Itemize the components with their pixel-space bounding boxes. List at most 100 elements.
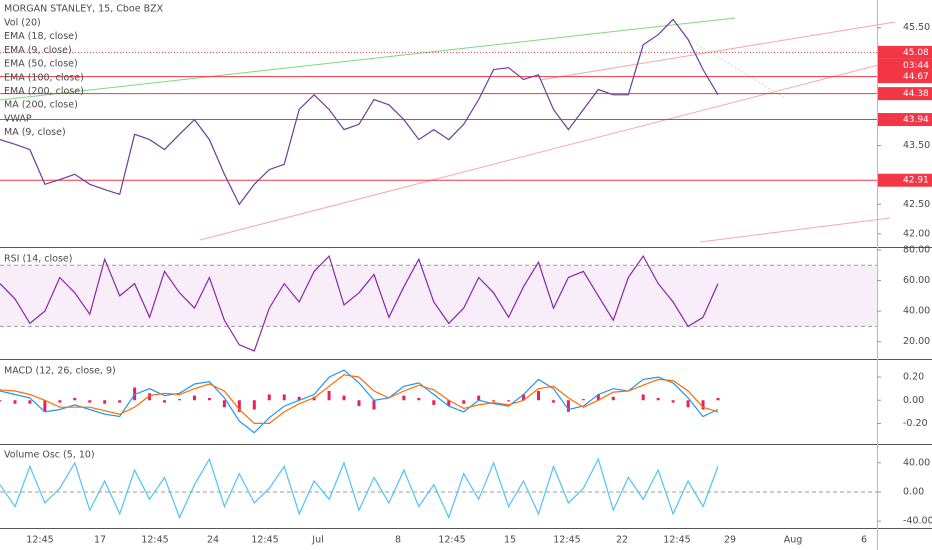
x-tick-label: 12:45 bbox=[141, 535, 168, 546]
histogram-bar bbox=[716, 397, 720, 401]
price-level-label: 44.38 bbox=[903, 89, 929, 99]
histogram-bar bbox=[462, 400, 466, 404]
trend-line bbox=[699, 217, 891, 243]
histogram-bar bbox=[237, 400, 241, 412]
x-tick-label: 12:45 bbox=[251, 535, 278, 546]
price-level-label: 44.67 bbox=[903, 72, 929, 82]
histogram-bar bbox=[267, 394, 271, 401]
histogram-bar bbox=[0, 400, 2, 402]
indicator-legend: MA (200, close) bbox=[4, 100, 78, 111]
histogram-bar bbox=[28, 400, 32, 404]
drawings bbox=[0, 17, 896, 243]
histogram-bar bbox=[13, 400, 17, 404]
pane-title: RSI (14, close) bbox=[4, 254, 72, 265]
histogram-bar bbox=[222, 400, 226, 408]
x-tick-label: Jul bbox=[311, 535, 323, 546]
histogram-bar bbox=[581, 399, 585, 401]
y-tick-label: 40.00 bbox=[903, 457, 930, 468]
y-tick-label: 20.00 bbox=[903, 336, 930, 347]
price-level-label: 42.91 bbox=[903, 176, 929, 186]
x-tick-label: 8 bbox=[395, 535, 401, 546]
x-tick-label: Aug bbox=[784, 535, 803, 546]
indicator-legend: EMA (18, close) bbox=[4, 31, 78, 42]
histogram-bar bbox=[342, 395, 346, 401]
histogram-bar bbox=[551, 400, 555, 403]
trend-line bbox=[199, 61, 891, 241]
rsi-band bbox=[0, 265, 877, 327]
histogram-bar bbox=[507, 400, 511, 402]
y-tick-label: 42.50 bbox=[903, 199, 930, 210]
histogram-bar bbox=[701, 400, 705, 410]
histogram-bar bbox=[686, 400, 690, 408]
histogram-bar bbox=[282, 394, 286, 401]
y-tick-label: 60.00 bbox=[903, 275, 930, 286]
y-tick-label: 40.00 bbox=[903, 306, 930, 317]
indicator-legend: VWAP bbox=[4, 113, 32, 124]
histogram-bar bbox=[327, 390, 331, 401]
indicator-legend: EMA (9, close) bbox=[4, 45, 72, 56]
y-tick-label: 80.00 bbox=[903, 245, 930, 256]
pane-title: MACD (12, 26, close, 9) bbox=[4, 366, 116, 377]
indicator-legend: MA (9, close) bbox=[4, 127, 66, 138]
x-tick-label: 12:45 bbox=[553, 535, 580, 546]
histogram-bar bbox=[118, 400, 122, 403]
series-line bbox=[0, 369, 719, 434]
histogram-bar bbox=[447, 400, 451, 407]
indicator-legend: EMA (100, close) bbox=[4, 72, 84, 83]
price-level-tag bbox=[878, 70, 932, 84]
histogram-bar bbox=[432, 400, 436, 405]
countdown: 03:44 bbox=[903, 61, 929, 71]
price-level-tag bbox=[878, 113, 932, 127]
y-tick-label: 45.50 bbox=[903, 22, 930, 33]
x-tick-label: 17 bbox=[94, 535, 106, 546]
histogram-bar bbox=[417, 397, 421, 401]
histogram-bar bbox=[178, 399, 181, 401]
series-line bbox=[0, 457, 719, 520]
y-tick-label: 43.50 bbox=[903, 140, 930, 151]
histogram-bar bbox=[43, 400, 47, 412]
y-tick-label: 0.00 bbox=[903, 486, 924, 497]
series-line bbox=[0, 18, 719, 206]
countdown-tag bbox=[878, 58, 932, 72]
x-tick-label: 22 bbox=[616, 535, 628, 546]
histogram-bar bbox=[566, 400, 570, 412]
histogram-bar bbox=[537, 390, 540, 401]
histogram-bar bbox=[148, 393, 152, 401]
series-line bbox=[0, 254, 719, 352]
trend-line bbox=[0, 17, 736, 101]
y-tick-label: 0.20 bbox=[903, 372, 924, 383]
indicator-legend: Vol (20) bbox=[4, 18, 41, 29]
x-tick-label: 24 bbox=[207, 535, 219, 546]
histogram-bar bbox=[73, 397, 77, 401]
histogram-bar bbox=[492, 400, 496, 402]
pane-title: Volume Osc (5, 10) bbox=[4, 450, 95, 461]
histogram-bar bbox=[372, 400, 376, 410]
histogram-bar bbox=[477, 395, 481, 401]
histogram-bar bbox=[641, 394, 645, 401]
y-tick-label: -40.00 bbox=[903, 516, 932, 527]
histogram-bar bbox=[163, 400, 167, 403]
price-level-tag bbox=[878, 173, 932, 187]
price-level-label: 43.94 bbox=[903, 115, 929, 125]
histogram-bar bbox=[402, 395, 406, 401]
x-tick-label: 12:45 bbox=[438, 535, 465, 546]
histogram-bar bbox=[656, 397, 660, 401]
price-level-tag bbox=[878, 45, 932, 59]
x-tick-label: 6 bbox=[861, 535, 867, 546]
histogram-bar bbox=[252, 400, 256, 410]
histogram-bar bbox=[58, 400, 62, 403]
x-tick-label: 15 bbox=[504, 535, 516, 546]
pane-title: MORGAN STANLEY, 15, Cboe BZX bbox=[4, 4, 164, 15]
histogram-bar bbox=[671, 400, 675, 403]
indicator-legend: EMA (50, close) bbox=[4, 59, 78, 70]
indicator-legend: EMA (200, close) bbox=[4, 86, 84, 97]
histogram-bar bbox=[596, 394, 600, 401]
trend-line bbox=[689, 39, 786, 99]
histogram-bar bbox=[192, 395, 196, 401]
x-tick-label: 12:45 bbox=[26, 535, 53, 546]
histogram-bar bbox=[103, 400, 107, 404]
trend-line bbox=[539, 21, 896, 81]
histogram-bar bbox=[88, 400, 92, 403]
histogram-bar bbox=[207, 397, 211, 401]
